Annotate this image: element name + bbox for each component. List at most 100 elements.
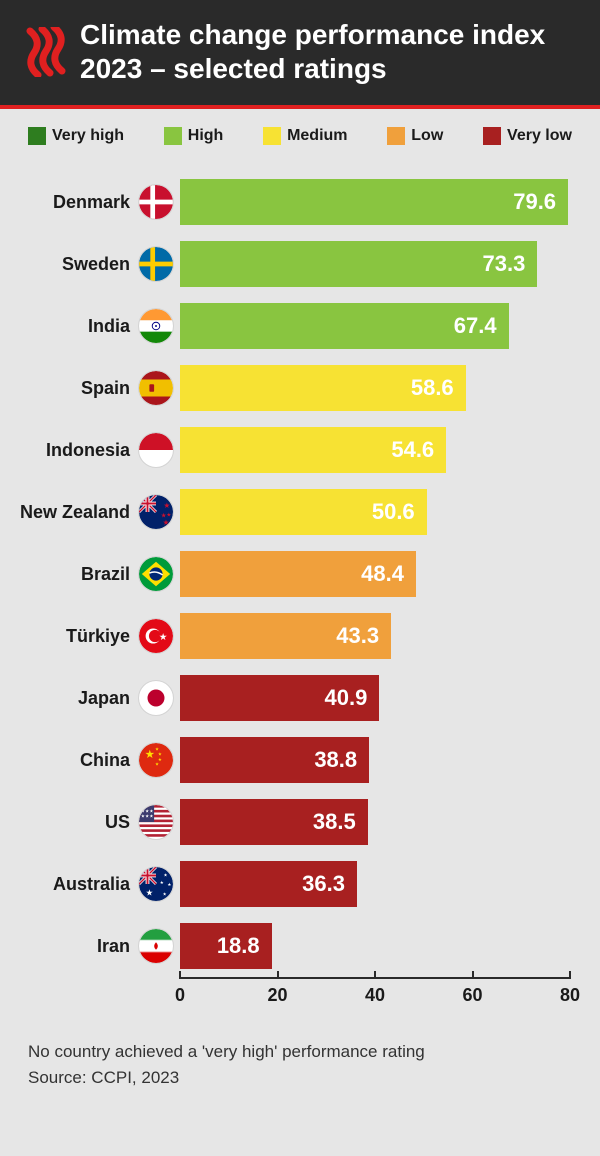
bar: 48.4 xyxy=(180,551,416,597)
x-tick xyxy=(569,971,571,979)
legend-swatch xyxy=(387,127,405,145)
row-label-col: Spain xyxy=(0,370,180,406)
row-label-col: Indonesia xyxy=(0,432,180,468)
country-label: India xyxy=(88,316,130,337)
bar-value: 67.4 xyxy=(454,313,497,339)
legend-item: Very low xyxy=(483,127,572,145)
legend-swatch xyxy=(164,127,182,145)
country-label: Indonesia xyxy=(46,440,130,461)
svg-text:★: ★ xyxy=(145,749,155,761)
bar-chart: Denmark 79.6 Sweden 73.3 India 67.4 xyxy=(0,153,600,1027)
legend-label: Medium xyxy=(287,127,347,145)
header: Climate change performance index 2023 – … xyxy=(0,0,600,105)
legend-swatch xyxy=(28,127,46,145)
row-label-col: Denmark xyxy=(0,184,180,220)
flag-icon-india xyxy=(138,308,174,344)
bar: 79.6 xyxy=(180,179,568,225)
legend-label: High xyxy=(188,127,224,145)
bar: 40.9 xyxy=(180,675,379,721)
bar-track: 36.3 xyxy=(180,861,570,907)
country-label: US xyxy=(105,812,130,833)
bar-track: 54.6 xyxy=(180,427,570,473)
chart-row: Australia ★★★★★ 36.3 xyxy=(0,853,570,915)
svg-text:★★★: ★★★ xyxy=(141,813,154,819)
country-label: Denmark xyxy=(53,192,130,213)
row-label-col: New Zealand ★★★★ xyxy=(0,494,180,530)
bar-value: 54.6 xyxy=(391,437,434,463)
flag-icon-japan xyxy=(138,680,174,716)
legend-item: Very high xyxy=(28,127,124,145)
row-label-col: Türkiye ★ xyxy=(0,618,180,654)
bar-value: 50.6 xyxy=(372,499,415,525)
row-label-col: Japan xyxy=(0,680,180,716)
chart-row: Indonesia 54.6 xyxy=(0,419,570,481)
country-label: Japan xyxy=(78,688,130,709)
x-tick xyxy=(179,971,181,979)
x-tick-label: 40 xyxy=(365,985,385,1006)
country-label: China xyxy=(80,750,130,771)
x-tick xyxy=(374,971,376,979)
country-label: Australia xyxy=(53,874,130,895)
bar-value: 48.4 xyxy=(361,561,404,587)
bar-value: 36.3 xyxy=(302,871,345,897)
bar: 54.6 xyxy=(180,427,446,473)
chart-row: Spain 58.6 xyxy=(0,357,570,419)
bar-track: 43.3 xyxy=(180,613,570,659)
flag-icon-iran xyxy=(138,928,174,964)
bar: 38.5 xyxy=(180,799,368,845)
bar-track: 40.9 xyxy=(180,675,570,721)
country-label: Sweden xyxy=(62,254,130,275)
flag-icon-australia: ★★★★★ xyxy=(138,866,174,902)
legend-item: Low xyxy=(387,127,443,145)
x-tick xyxy=(277,971,279,979)
footnote-line-2: Source: CCPI, 2023 xyxy=(28,1065,572,1091)
chart-row: Sweden 73.3 xyxy=(0,233,570,295)
chart-row: Türkiye ★ 43.3 xyxy=(0,605,570,667)
svg-text:★: ★ xyxy=(164,501,171,510)
bar-value: 58.6 xyxy=(411,375,454,401)
bar-value: 79.6 xyxy=(513,189,556,215)
x-tick-label: 20 xyxy=(267,985,287,1006)
row-label-col: Australia ★★★★★ xyxy=(0,866,180,902)
svg-text:★: ★ xyxy=(146,888,154,898)
country-label: Spain xyxy=(81,378,130,399)
chart-row: New Zealand ★★★★ 50.6 xyxy=(0,481,570,543)
row-label-col: Brazil xyxy=(0,556,180,592)
row-label-col: US ★★★★★★ xyxy=(0,804,180,840)
legend-item: Medium xyxy=(263,127,347,145)
bar-value: 40.9 xyxy=(325,685,368,711)
x-tick-label: 0 xyxy=(175,985,185,1006)
x-axis: 020406080 xyxy=(180,977,570,1017)
bar-track: 79.6 xyxy=(180,179,570,225)
flag-icon-turkey: ★ xyxy=(138,618,174,654)
flag-icon-us: ★★★★★★ xyxy=(138,804,174,840)
flag-icon-spain xyxy=(138,370,174,406)
bar-track: 73.3 xyxy=(180,241,570,287)
chart-row: China ★★★★★ 38.8 xyxy=(0,729,570,791)
bar: 38.8 xyxy=(180,737,369,783)
bar-value: 38.5 xyxy=(313,809,356,835)
bar-track: 38.5 xyxy=(180,799,570,845)
x-tick-label: 60 xyxy=(462,985,482,1006)
row-label-col: Sweden xyxy=(0,246,180,282)
row-label-col: India xyxy=(0,308,180,344)
footnote-line-1: No country achieved a 'very high' perfor… xyxy=(28,1039,572,1065)
bar: 58.6 xyxy=(180,365,466,411)
legend-item: High xyxy=(164,127,224,145)
footnote: No country achieved a 'very high' perfor… xyxy=(0,1027,600,1090)
legend-swatch xyxy=(263,127,281,145)
chart-row: India 67.4 xyxy=(0,295,570,357)
legend-label: Very high xyxy=(52,127,124,145)
bar: 67.4 xyxy=(180,303,509,349)
row-label-col: China ★★★★★ xyxy=(0,742,180,778)
flag-icon-denmark xyxy=(138,184,174,220)
country-label: New Zealand xyxy=(20,502,130,523)
x-tick-label: 80 xyxy=(560,985,580,1006)
legend-swatch xyxy=(483,127,501,145)
bar-value: 73.3 xyxy=(483,251,526,277)
bar: 18.8 xyxy=(180,923,272,969)
legend: Very high High Medium Low Very low xyxy=(0,109,600,153)
bar-value: 38.8 xyxy=(314,747,357,773)
chart-row: Denmark 79.6 xyxy=(0,171,570,233)
bar-track: 38.8 xyxy=(180,737,570,783)
